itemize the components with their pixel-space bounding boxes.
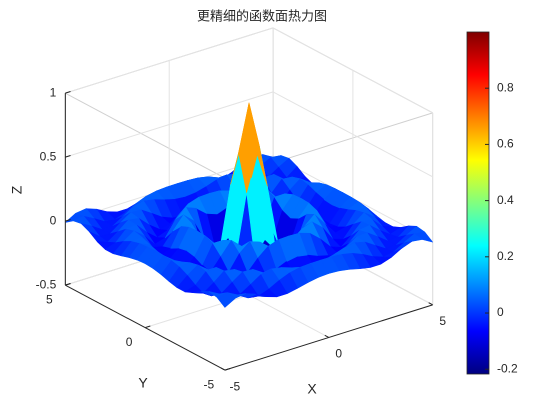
y-tick-label: -5 bbox=[204, 377, 215, 391]
colorbar-gradient bbox=[466, 31, 490, 375]
surface-patch bbox=[216, 292, 236, 308]
grid-line bbox=[65, 27, 274, 94]
box-edge bbox=[65, 92, 226, 179]
z-tick-label: 0 bbox=[50, 213, 57, 227]
colorbar-tick-label: -0.2 bbox=[497, 361, 518, 375]
x-axis-label: X bbox=[307, 381, 317, 397]
x-tick bbox=[324, 334, 330, 338]
colorbar-tick-label: 0.4 bbox=[497, 193, 514, 207]
z-tick bbox=[65, 155, 71, 158]
x-tick-label: 0 bbox=[335, 347, 342, 361]
colorbar: -0.2 0 0.2 0.4 0.6 0.8 bbox=[466, 31, 518, 375]
z-tick-label: 1 bbox=[50, 85, 57, 99]
z-tick-label: 0.5 bbox=[40, 149, 57, 163]
surface bbox=[65, 102, 433, 308]
z-tick-label: -0.5 bbox=[36, 277, 57, 291]
y-tick-label: 0 bbox=[126, 335, 133, 349]
y-axis-label: Y bbox=[138, 375, 148, 391]
colorbar-tick-label: 0.8 bbox=[497, 80, 514, 94]
x-tick-label: 5 bbox=[439, 314, 446, 328]
colorbar-tick-label: 0.6 bbox=[497, 137, 514, 151]
grid-line bbox=[272, 91, 433, 178]
y-axis bbox=[65, 284, 226, 371]
x-tick-label: -5 bbox=[230, 379, 241, 393]
x-axis bbox=[224, 304, 433, 371]
axes-front: -505-505-0.500.51 bbox=[36, 85, 447, 393]
chart-title: 更精细的函数面热力图 bbox=[197, 8, 327, 23]
z-axis-label: Z bbox=[9, 185, 25, 194]
grid-line bbox=[272, 27, 433, 114]
y-tick bbox=[144, 325, 151, 329]
z-tick bbox=[65, 283, 71, 286]
y-tick-label: 5 bbox=[46, 292, 53, 306]
x-tick bbox=[428, 302, 433, 306]
colorbar-tick-label: 0 bbox=[497, 305, 504, 319]
z-tick bbox=[65, 91, 71, 94]
surface-patch bbox=[238, 102, 258, 193]
grid-line bbox=[65, 91, 274, 158]
z-tick bbox=[65, 219, 71, 222]
colorbar-tick-label: 0.2 bbox=[497, 249, 514, 263]
